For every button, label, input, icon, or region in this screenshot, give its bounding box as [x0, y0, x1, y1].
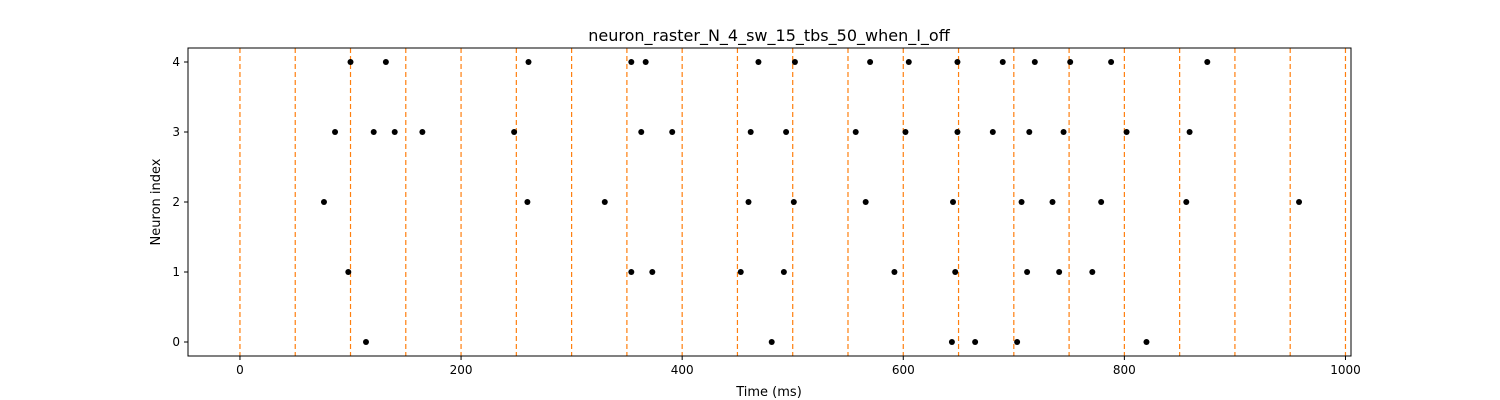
spike-point-n4-2 — [525, 59, 532, 65]
spike-point-n0-0 — [362, 339, 369, 345]
spike-point-n3-1 — [370, 129, 377, 135]
spike-point-n1-5 — [891, 269, 898, 275]
spike-point-n4-1 — [382, 59, 389, 65]
spike-point-n3-9 — [852, 129, 859, 135]
spike-point-n2-7 — [1018, 199, 1025, 205]
spike-point-n4-13 — [1108, 59, 1115, 65]
spike-point-n3-11 — [954, 129, 961, 135]
spike-point-n2-4 — [790, 199, 797, 205]
spike-point-n4-9 — [954, 59, 961, 65]
spike-point-n3-14 — [1060, 129, 1067, 135]
spike-point-n4-12 — [1067, 59, 1074, 65]
spike-point-n0-1 — [768, 339, 775, 345]
spike-point-n3-10 — [902, 129, 909, 135]
x-axis-ticks: 0 200 400 600 800 1000 — [236, 356, 1361, 377]
spike-point-n4-11 — [1031, 59, 1038, 65]
spike-point-n4-8 — [905, 59, 912, 65]
spike-point-n1-1 — [628, 269, 635, 275]
spike-point-n3-7 — [747, 129, 754, 135]
spike-point-n1-7 — [1024, 269, 1031, 275]
y-axis-label: Neuron index — [149, 158, 164, 245]
spike-point-n2-9 — [1098, 199, 1105, 205]
spike-point-n1-0 — [345, 269, 352, 275]
spike-point-n2-0 — [320, 199, 327, 205]
spike-point-n1-9 — [1089, 269, 1096, 275]
x-tick-label-0: 0 — [236, 363, 244, 377]
spike-point-n4-7 — [867, 59, 874, 65]
spike-point-n0-2 — [948, 339, 955, 345]
spike-point-n1-6 — [952, 269, 959, 275]
y-tick-label-3: 3 — [172, 125, 180, 139]
spike-point-n1-3 — [737, 269, 744, 275]
time-bin-lines — [239, 48, 1347, 356]
spike-point-n3-3 — [419, 129, 426, 135]
spike-point-n3-6 — [669, 129, 676, 135]
spike-point-n3-4 — [511, 129, 518, 135]
spike-point-n2-2 — [601, 199, 608, 205]
x-tick-label-4: 800 — [1113, 363, 1136, 377]
spike-point-n4-4 — [642, 59, 649, 65]
spike-point-n0-5 — [1143, 339, 1150, 345]
x-tick-label-5: 1000 — [1330, 363, 1361, 377]
spike-point-n4-14 — [1204, 59, 1211, 65]
spike-point-n2-5 — [862, 199, 869, 205]
x-tick-label-2: 400 — [671, 363, 694, 377]
spike-point-n3-13 — [1026, 129, 1033, 135]
spike-point-n1-2 — [649, 269, 656, 275]
spike-point-n4-6 — [791, 59, 798, 65]
spike-point-n0-3 — [972, 339, 979, 345]
spike-point-n4-0 — [347, 59, 354, 65]
chart-title: neuron_raster_N_4_sw_15_tbs_50_when_I_of… — [588, 26, 950, 46]
x-tick-label-3: 600 — [892, 363, 915, 377]
spike-point-n2-8 — [1049, 199, 1056, 205]
y-axis-ticks: 0 1 2 3 4 — [172, 55, 188, 349]
spike-point-n1-8 — [1056, 269, 1063, 275]
y-tick-label-0: 0 — [172, 335, 180, 349]
x-tick-label-1: 200 — [450, 363, 473, 377]
spike-point-n3-8 — [783, 129, 790, 135]
spike-point-n3-16 — [1186, 129, 1193, 135]
spike-point-n2-3 — [745, 199, 752, 205]
spike-point-n0-4 — [1014, 339, 1021, 345]
y-tick-label-4: 4 — [172, 55, 180, 69]
spike-point-n4-5 — [755, 59, 762, 65]
y-tick-label-1: 1 — [172, 265, 180, 279]
spike-point-n3-2 — [391, 129, 398, 135]
spike-point-n4-3 — [628, 59, 635, 65]
spike-point-n1-4 — [780, 269, 787, 275]
y-tick-label-2: 2 — [172, 195, 180, 209]
plot-frame — [187, 47, 1352, 357]
spike-point-n3-12 — [989, 129, 996, 135]
spike-point-n2-1 — [524, 199, 531, 205]
spike-point-n2-10 — [1183, 199, 1190, 205]
spike-point-n3-0 — [332, 129, 339, 135]
spike-point-n2-6 — [950, 199, 957, 205]
spike-point-n3-15 — [1123, 129, 1130, 135]
spike-points — [320, 59, 1303, 345]
x-axis-label: Time (ms) — [735, 385, 802, 400]
spike-point-n4-10 — [999, 59, 1006, 65]
spike-point-n3-5 — [638, 129, 645, 135]
spike-point-n2-11 — [1296, 199, 1303, 205]
